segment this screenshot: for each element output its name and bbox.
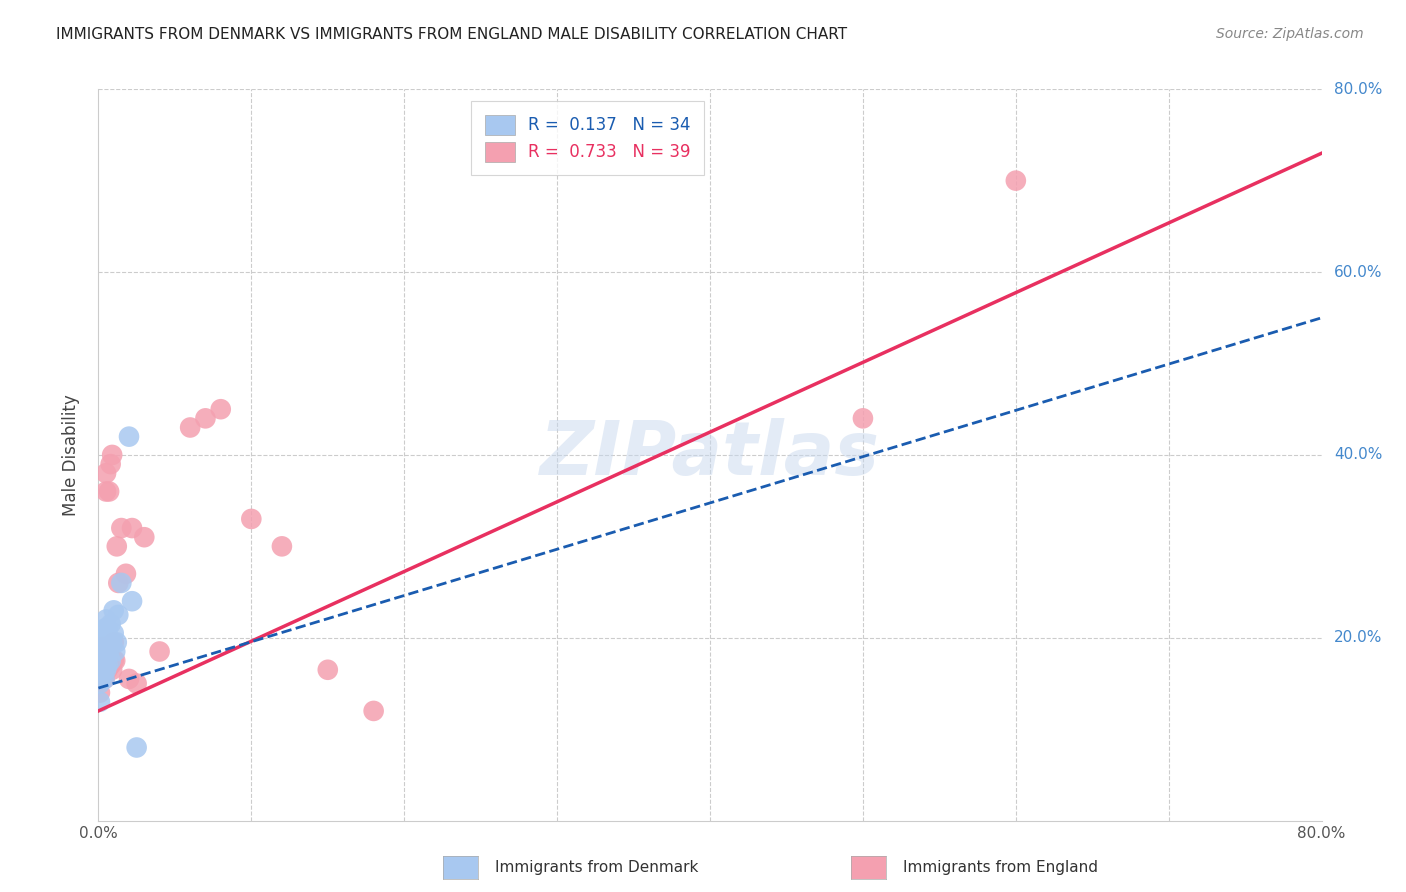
Point: [98, 644, 121, 658]
Point: [125, 740, 148, 755]
Point: [134, 530, 156, 544]
Point: [103, 603, 125, 617]
Text: 60.0%: 60.0%: [1334, 265, 1382, 279]
Point: [91, 640, 114, 654]
Point: [115, 566, 138, 581]
Point: [209, 402, 232, 417]
Point: [89, 676, 111, 690]
Point: [179, 420, 201, 434]
Point: [107, 607, 129, 622]
Point: [194, 411, 217, 425]
Text: 40.0%: 40.0%: [1334, 448, 1382, 462]
Point: [90, 667, 112, 681]
Point: [105, 635, 128, 649]
Point: [94, 484, 117, 499]
Text: ZIPatlas: ZIPatlas: [540, 418, 880, 491]
Legend: R =  0.137   N = 34, R =  0.733   N = 39: R = 0.137 N = 34, R = 0.733 N = 39: [471, 101, 704, 175]
Point: [363, 704, 385, 718]
Text: Immigrants from England: Immigrants from England: [903, 860, 1098, 874]
Point: [270, 539, 292, 553]
Point: [97, 640, 120, 654]
Point: [97, 640, 120, 654]
Point: [94, 613, 117, 627]
Point: [90, 640, 112, 654]
Point: [105, 539, 128, 553]
Point: [97, 658, 120, 673]
Point: [94, 649, 117, 664]
Point: [91, 631, 114, 645]
Point: [101, 635, 124, 649]
Point: [93, 658, 115, 673]
Point: [89, 695, 111, 709]
Point: [118, 430, 141, 444]
Text: IMMIGRANTS FROM DENMARK VS IMMIGRANTS FROM ENGLAND MALE DISABILITY CORRELATION C: IMMIGRANTS FROM DENMARK VS IMMIGRANTS FR…: [56, 27, 848, 42]
Point: [93, 654, 115, 668]
Point: [100, 658, 122, 673]
Text: 20.0%: 20.0%: [1334, 631, 1382, 645]
Point: [100, 457, 122, 471]
Point: [90, 649, 112, 664]
Point: [91, 672, 114, 686]
Point: [101, 448, 124, 462]
Point: [121, 594, 143, 608]
Point: [91, 658, 114, 673]
Point: [121, 521, 143, 535]
Point: [104, 654, 127, 668]
Point: [93, 672, 115, 686]
Point: [91, 658, 114, 673]
Point: [93, 672, 115, 686]
Point: [100, 617, 122, 632]
Point: [149, 644, 172, 658]
Point: [89, 685, 111, 699]
Point: [240, 512, 263, 526]
Point: [1004, 174, 1026, 188]
Point: [94, 635, 117, 649]
Point: [94, 663, 117, 677]
Point: [103, 626, 125, 640]
Point: [118, 672, 141, 686]
Point: [98, 631, 121, 645]
Point: [91, 667, 114, 681]
Point: [852, 411, 875, 425]
Text: Source: ZipAtlas.com: Source: ZipAtlas.com: [1216, 27, 1364, 41]
Point: [110, 521, 132, 535]
Point: [103, 654, 125, 668]
Point: [101, 663, 124, 677]
Y-axis label: Male Disability: Male Disability: [62, 394, 80, 516]
Point: [90, 654, 112, 668]
Point: [90, 663, 112, 677]
Point: [91, 644, 114, 658]
Point: [98, 484, 121, 499]
Point: [97, 663, 120, 677]
Text: 80.0%: 80.0%: [1334, 82, 1382, 96]
Point: [90, 649, 112, 664]
Point: [107, 576, 129, 591]
Point: [97, 622, 120, 636]
Point: [125, 676, 148, 690]
Point: [104, 644, 127, 658]
Point: [110, 576, 132, 591]
Point: [93, 622, 115, 636]
Point: [100, 654, 122, 668]
Point: [103, 635, 125, 649]
Text: Immigrants from Denmark: Immigrants from Denmark: [495, 860, 699, 874]
Point: [98, 644, 121, 658]
Point: [94, 466, 117, 480]
Point: [316, 663, 339, 677]
